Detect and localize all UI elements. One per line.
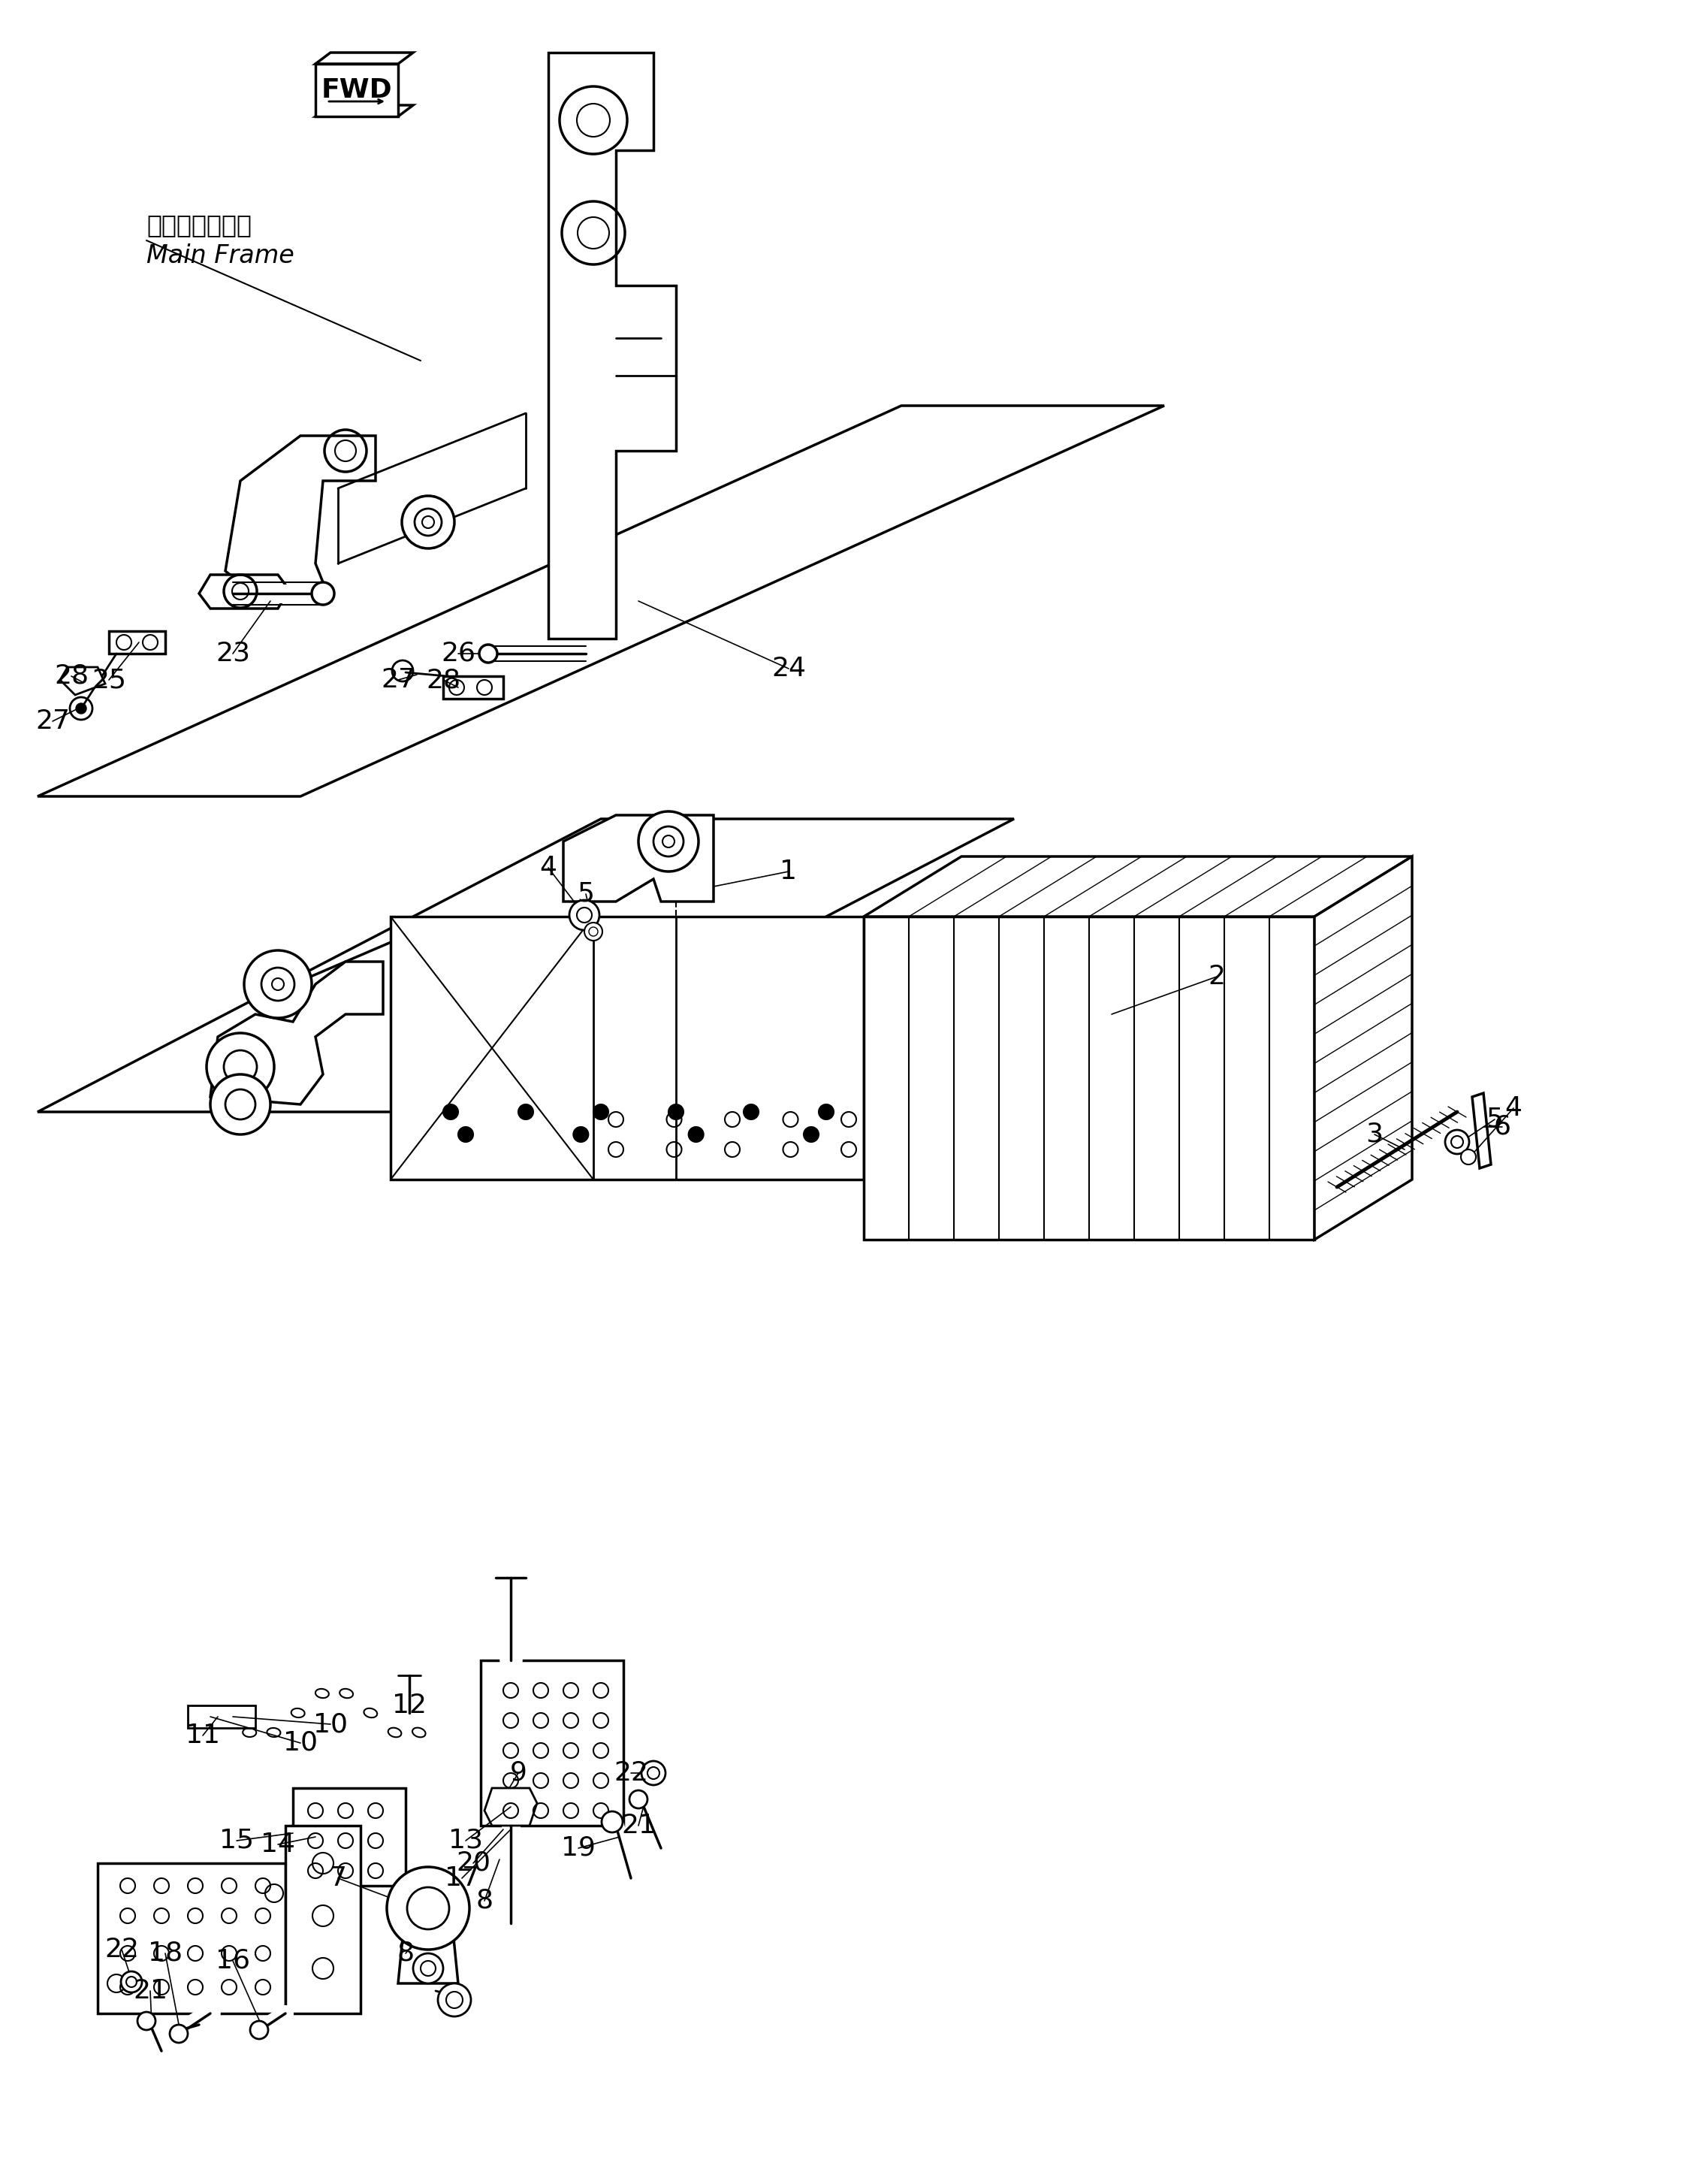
Text: 16: 16 — [215, 1948, 251, 1974]
Text: 11: 11 — [186, 1723, 220, 1747]
Text: 17: 17 — [445, 1865, 479, 1891]
Polygon shape — [210, 961, 384, 1105]
Polygon shape — [188, 1706, 256, 1728]
Text: 25: 25 — [92, 666, 126, 692]
Text: 28: 28 — [426, 666, 460, 692]
Polygon shape — [481, 1660, 624, 1826]
Polygon shape — [315, 105, 413, 116]
Polygon shape — [864, 856, 1412, 917]
Polygon shape — [563, 815, 714, 902]
Circle shape — [593, 1105, 609, 1120]
Text: 24: 24 — [771, 655, 806, 681]
Polygon shape — [38, 819, 1014, 1112]
Circle shape — [170, 2025, 188, 2042]
Circle shape — [629, 1791, 648, 1808]
Text: 9: 9 — [510, 1760, 527, 1787]
Text: メインフレーム: メインフレーム — [147, 214, 252, 238]
Polygon shape — [397, 1909, 459, 1983]
Circle shape — [251, 2020, 268, 2040]
Circle shape — [75, 703, 87, 714]
Circle shape — [479, 644, 498, 662]
Text: 27: 27 — [380, 666, 416, 692]
Circle shape — [668, 1105, 684, 1120]
Circle shape — [689, 1127, 704, 1142]
Polygon shape — [60, 666, 106, 695]
Circle shape — [121, 1972, 142, 1992]
Polygon shape — [390, 917, 864, 1179]
Text: 20: 20 — [455, 1850, 491, 1876]
Circle shape — [518, 1105, 534, 1120]
Circle shape — [569, 900, 600, 930]
Text: 27: 27 — [36, 708, 70, 734]
Text: 26: 26 — [442, 640, 476, 666]
Text: Main Frame: Main Frame — [147, 242, 295, 269]
Text: 3: 3 — [1366, 1123, 1383, 1147]
Circle shape — [803, 1127, 818, 1142]
Circle shape — [443, 1105, 459, 1120]
Text: 4: 4 — [1506, 1096, 1523, 1120]
Polygon shape — [199, 574, 290, 609]
Circle shape — [818, 1105, 834, 1120]
Text: 22: 22 — [104, 1937, 138, 1963]
Polygon shape — [443, 677, 503, 699]
Polygon shape — [315, 52, 413, 63]
Circle shape — [138, 2011, 155, 2029]
Circle shape — [1461, 1149, 1477, 1164]
Text: 19: 19 — [561, 1835, 595, 1861]
Polygon shape — [1471, 1094, 1490, 1168]
Circle shape — [206, 1033, 275, 1101]
Circle shape — [438, 1983, 471, 2016]
Text: 22: 22 — [614, 1760, 648, 1787]
Polygon shape — [1315, 856, 1412, 1241]
Polygon shape — [484, 1789, 537, 1826]
Polygon shape — [549, 52, 675, 638]
Circle shape — [459, 1127, 474, 1142]
Text: 28: 28 — [55, 664, 89, 688]
Text: 2: 2 — [1209, 963, 1226, 989]
Polygon shape — [225, 437, 375, 601]
Text: 8: 8 — [476, 1887, 493, 1913]
Text: 10: 10 — [283, 1730, 317, 1756]
Text: 21: 21 — [621, 1813, 656, 1839]
Circle shape — [312, 583, 334, 605]
Text: 18: 18 — [148, 1942, 182, 1966]
Circle shape — [585, 922, 602, 941]
Polygon shape — [293, 1789, 406, 1885]
Polygon shape — [109, 631, 165, 653]
Circle shape — [573, 1127, 588, 1142]
Polygon shape — [38, 406, 1165, 797]
Circle shape — [743, 1105, 759, 1120]
Text: 6: 6 — [1494, 1114, 1511, 1140]
Polygon shape — [97, 1863, 285, 2014]
Polygon shape — [315, 63, 397, 116]
Circle shape — [413, 1952, 443, 1983]
Polygon shape — [864, 917, 1315, 1241]
Circle shape — [1446, 1129, 1470, 1153]
Text: 5: 5 — [1487, 1107, 1504, 1131]
Text: 1: 1 — [779, 858, 798, 885]
Text: 10: 10 — [314, 1712, 348, 1736]
Text: 23: 23 — [215, 640, 251, 666]
Text: 13: 13 — [448, 1828, 483, 1854]
Text: 12: 12 — [392, 1693, 426, 1719]
Circle shape — [638, 812, 699, 871]
Text: 4: 4 — [540, 854, 558, 880]
Text: 21: 21 — [133, 1979, 167, 2003]
Text: 15: 15 — [220, 1828, 254, 1854]
Polygon shape — [285, 1826, 360, 2014]
Text: 8: 8 — [397, 1942, 414, 1966]
Circle shape — [210, 1075, 271, 1133]
Circle shape — [402, 496, 455, 548]
Circle shape — [641, 1760, 665, 1784]
Text: 5: 5 — [578, 882, 595, 906]
Text: 7: 7 — [329, 1865, 346, 1891]
Text: FWD: FWD — [321, 76, 392, 103]
Text: 14: 14 — [261, 1832, 295, 1856]
Circle shape — [244, 950, 312, 1018]
Circle shape — [602, 1811, 622, 1832]
Circle shape — [387, 1867, 469, 1950]
